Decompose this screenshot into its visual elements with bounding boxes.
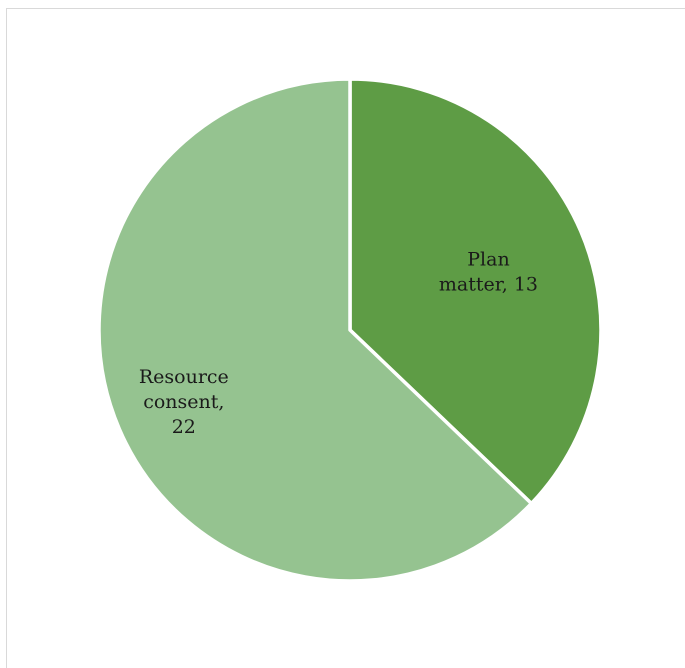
pie-slice-plan-matter	[348, 77, 603, 506]
pie-slices	[97, 77, 603, 583]
data-label-line: 22	[172, 416, 196, 438]
data-label-line: Plan	[467, 248, 509, 270]
data-label-resource-consent: Resource consent, 22	[139, 366, 229, 438]
pie-chart: Plan matter, 13 Resource consent, 22	[97, 77, 603, 583]
pie-slice-resource-consent	[97, 77, 534, 583]
data-label-line: matter, 13	[439, 273, 538, 295]
data-label-line: Resource	[139, 366, 229, 388]
pie-labels: Plan matter, 13 Resource consent, 22	[139, 248, 538, 438]
data-label-plan-matter: Plan matter, 13	[439, 248, 538, 295]
data-label-line: consent,	[143, 391, 224, 413]
